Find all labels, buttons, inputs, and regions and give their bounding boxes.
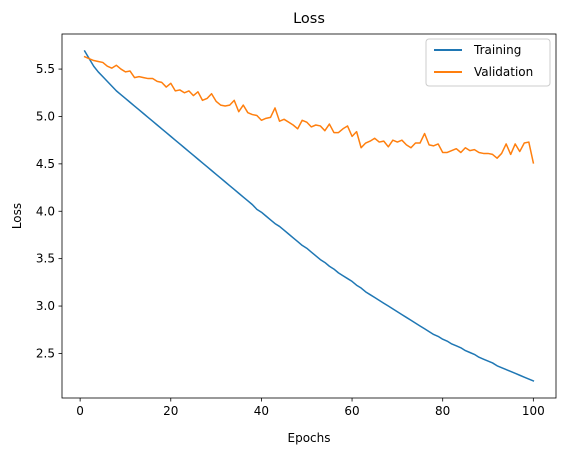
x-tick-label: 40: [254, 404, 269, 418]
plot-lines: [83, 50, 535, 382]
series-line-training: [83, 50, 535, 382]
y-tick-label: 3.0: [36, 299, 55, 313]
y-tick-label: 4.0: [36, 204, 55, 218]
y-tick-label: 2.5: [36, 346, 55, 360]
legend-label-training: Training: [473, 43, 521, 57]
y-tick-label: 5.5: [36, 62, 55, 76]
chart-title: Loss: [293, 11, 325, 27]
plot-frame: [61, 33, 557, 399]
y-axis-label: Loss: [10, 203, 24, 229]
x-tick-label: 20: [163, 404, 178, 418]
x-tick-label: 100: [522, 404, 545, 418]
series-line-validation: [83, 55, 535, 164]
legend-label-validation: Validation: [474, 65, 533, 79]
x-axis-label: Epochs: [288, 431, 331, 445]
x-axis-ticks: 0 20 40 60 80 100: [76, 398, 545, 418]
y-tick-label: 5.0: [36, 109, 55, 123]
y-tick-label: 3.5: [36, 252, 55, 266]
x-tick-label: 80: [435, 404, 450, 418]
y-axis-ticks: 2.5 3.0 3.5 4.0 4.5 5.0 5.5: [36, 62, 62, 360]
y-tick-label: 4.5: [36, 157, 55, 171]
x-tick-label: 0: [76, 404, 84, 418]
x-tick-label: 60: [344, 404, 359, 418]
legend: Training Validation: [425, 38, 551, 87]
